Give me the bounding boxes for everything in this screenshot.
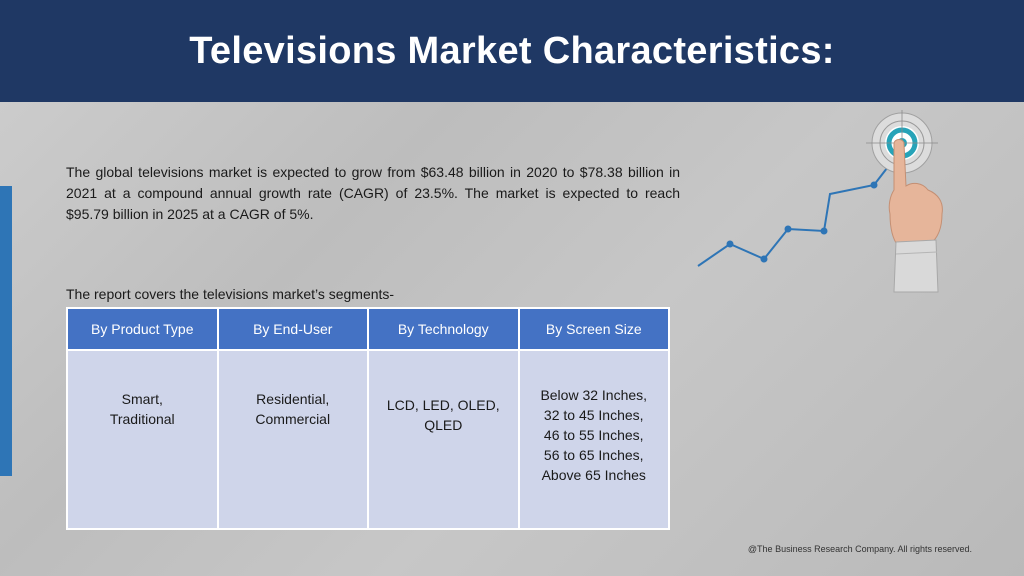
cell-line: 56 to 65 Inches, bbox=[543, 447, 644, 463]
cell-line: QLED bbox=[424, 417, 463, 433]
trend-point bbox=[784, 225, 792, 233]
cell-technology: LCD, LED, OLED, QLED bbox=[367, 349, 520, 530]
cell-line: Above 65 Inches bbox=[541, 467, 646, 483]
trend-line bbox=[697, 145, 905, 267]
cell-product-type: Smart, Traditional bbox=[66, 349, 219, 530]
trend-point bbox=[820, 227, 828, 235]
trend-point bbox=[870, 181, 878, 189]
table-row: Smart, Traditional Residential, Commerci… bbox=[66, 349, 670, 530]
table-header-row: By Product Type By End-User By Technolog… bbox=[66, 307, 670, 351]
cell-line: 46 to 55 Inches, bbox=[543, 427, 644, 443]
segments-label: The report covers the televisions market… bbox=[66, 286, 395, 302]
trend-point bbox=[726, 240, 734, 248]
cell-line: Smart, bbox=[121, 391, 163, 407]
trend-point bbox=[760, 255, 768, 263]
title-banner: Televisions Market Characteristics: bbox=[0, 0, 1024, 102]
left-accent-bar bbox=[0, 186, 12, 476]
header-technology: By Technology bbox=[367, 307, 520, 351]
cell-line: Traditional bbox=[109, 411, 175, 427]
cell-line: Below 32 Inches, bbox=[540, 387, 648, 403]
page-title: Televisions Market Characteristics: bbox=[189, 29, 835, 72]
segments-table: By Product Type By End-User By Technolog… bbox=[66, 307, 670, 530]
growth-chart-target-hand-icon bbox=[697, 110, 943, 293]
cell-end-user: Residential, Commercial bbox=[216, 349, 369, 530]
header-screen-size: By Screen Size bbox=[517, 307, 670, 351]
cell-line: Commercial bbox=[255, 411, 331, 427]
cell-line: LCD, LED, OLED, bbox=[386, 397, 500, 413]
intro-paragraph: The global televisions market is expecte… bbox=[66, 164, 680, 222]
cell-screen-size: Below 32 Inches, 32 to 45 Inches, 46 to … bbox=[517, 349, 670, 530]
cell-line: Residential, bbox=[256, 391, 330, 407]
header-end-user: By End-User bbox=[216, 307, 369, 351]
copyright-footer: @The Business Research Company. All righ… bbox=[747, 544, 972, 554]
cell-line: 32 to 45 Inches, bbox=[543, 407, 644, 423]
header-product-type: By Product Type bbox=[66, 307, 219, 351]
pointing-hand-icon bbox=[888, 139, 943, 293]
